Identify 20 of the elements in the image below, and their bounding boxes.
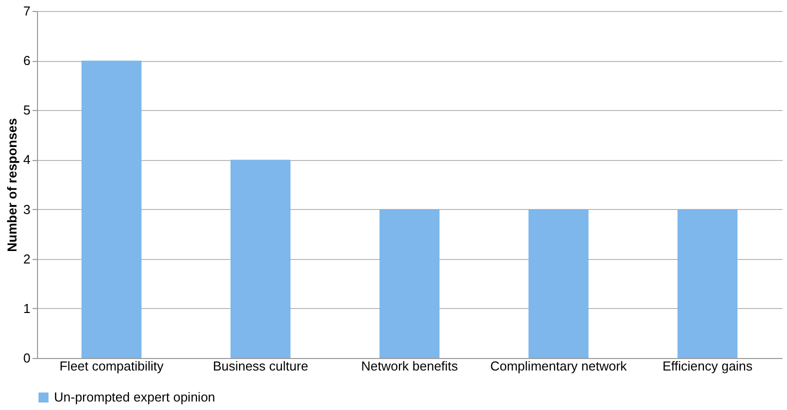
bar xyxy=(380,209,440,358)
y-axis-title: Number of responses xyxy=(4,118,20,252)
y-tick-label: 4 xyxy=(23,152,30,168)
x-tick-label: Business culture xyxy=(212,358,308,374)
y-tick-label: 2 xyxy=(23,251,30,266)
y-tick-label: 5 xyxy=(23,102,30,118)
bar xyxy=(678,209,738,358)
y-tick-label: 1 xyxy=(23,300,30,316)
x-tick-label: Network benefits xyxy=(361,358,458,374)
legend-label: Un-prompted expert opinion xyxy=(54,390,216,404)
bar xyxy=(82,60,142,358)
bar xyxy=(230,160,290,358)
y-tick-label: 7 xyxy=(23,4,30,18)
x-tick-label: Fleet compatibility xyxy=(59,358,164,374)
y-tick-label: 3 xyxy=(23,202,30,217)
y-tick-label: 6 xyxy=(23,53,30,68)
x-tick-label: Complimentary network xyxy=(490,358,628,374)
y-tick-label: 0 xyxy=(23,350,30,366)
bar xyxy=(528,209,588,358)
x-tick-label: Efficiency gains xyxy=(662,358,754,374)
